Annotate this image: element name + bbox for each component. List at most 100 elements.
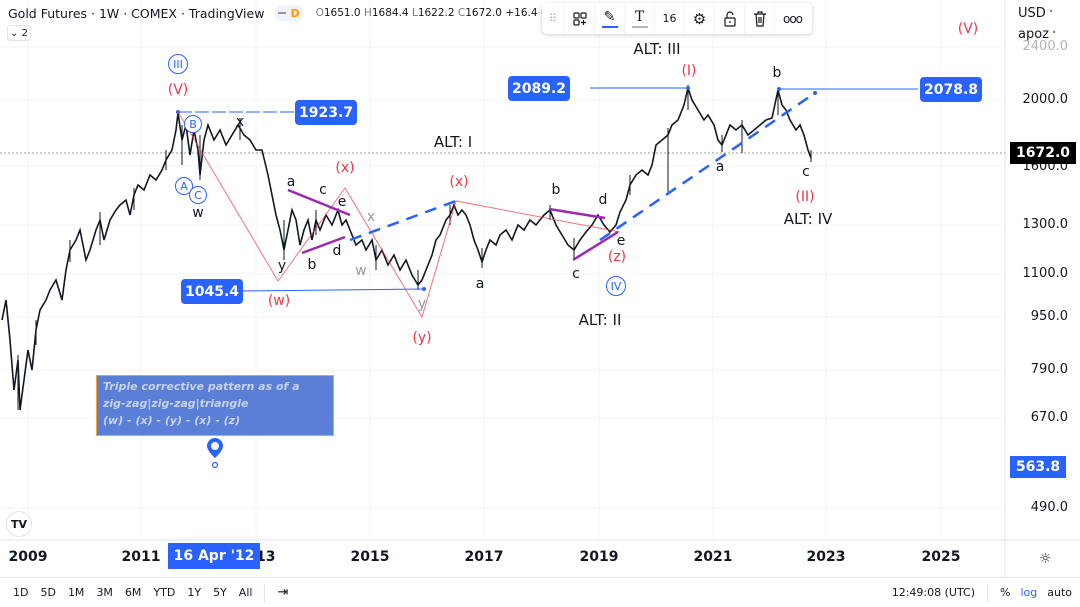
range-buttons: 1D 5D 1M 3M 6M YTD 1Y 5Y All — [7, 586, 258, 599]
text-color-button[interactable]: T — [624, 3, 654, 34]
go-to-date-icon[interactable]: ⇥ — [277, 585, 289, 600]
wave-label[interactable]: c — [572, 266, 580, 282]
time-tick: 2025 — [921, 549, 961, 565]
symbol-title[interactable]: Gold Futures · 1W · COMEX · TradingView — [8, 5, 265, 21]
pencil-icon: ✎ — [603, 8, 616, 25]
wave-label[interactable]: (x) — [449, 174, 469, 190]
chevron-down-icon: ⌄ — [10, 27, 19, 39]
callout-note[interactable]: Triple corrective pattern as of a zig-za… — [96, 375, 334, 436]
unit-selector[interactable]: apoz ˅ — [1018, 27, 1057, 42]
blue-dashed-channel — [599, 91, 816, 242]
wave-label[interactable]: x — [366, 209, 376, 225]
range-6m[interactable]: 6M — [124, 586, 142, 599]
wave-label[interactable]: a — [475, 276, 485, 292]
wave-label[interactable]: (x) — [335, 160, 355, 176]
template-icon[interactable] — [564, 3, 594, 34]
wave-label[interactable]: b — [551, 182, 561, 198]
gear-icon[interactable]: ⚙ — [684, 3, 714, 34]
wave-IV-circle[interactable]: IV — [606, 276, 626, 296]
last-price-tag: 1672.0 — [1010, 142, 1076, 164]
wave-C-circle[interactable]: C — [189, 186, 207, 204]
wave-label[interactable]: e — [616, 233, 626, 249]
wave-label[interactable]: (II) — [795, 189, 815, 205]
currency-selector[interactable]: USD ˅ — [1018, 6, 1054, 21]
wxyxz-zigzag — [177, 111, 621, 319]
price-tick: 1300.0 — [1022, 217, 1069, 232]
percent-toggle[interactable]: % — [1000, 586, 1011, 599]
alt-label[interactable]: ALT: IV — [783, 210, 833, 228]
wave-label[interactable]: e — [337, 194, 347, 210]
wave-label[interactable]: y — [417, 296, 427, 312]
candle-wicks — [17, 85, 812, 410]
level-anchors — [176, 86, 817, 291]
range-ytd[interactable]: YTD — [153, 586, 176, 599]
wave-label[interactable]: a — [286, 174, 296, 190]
wave-label[interactable]: y — [277, 258, 287, 274]
wave-label[interactable]: d — [332, 243, 342, 259]
wave-label[interactable]: w — [192, 205, 204, 221]
price-tick: 1100.0 — [1022, 266, 1069, 281]
wave-label[interactable]: (V) — [167, 82, 189, 98]
grid — [0, 0, 1005, 540]
unlock-icon[interactable] — [714, 3, 744, 34]
alt-label[interactable]: ALT: III — [633, 40, 681, 58]
time-tick: 2023 — [806, 549, 846, 565]
price-series — [1, 85, 812, 411]
time-tick: 2011 — [121, 549, 161, 565]
utc-clock[interactable]: 12:49:08 (UTC) — [891, 586, 975, 599]
price-tag-2089[interactable]: 2089.2 — [508, 76, 570, 101]
wave-A-circle[interactable]: A — [175, 177, 193, 195]
range-3m[interactable]: 3M — [96, 586, 113, 599]
range-1y[interactable]: 1Y — [187, 586, 202, 599]
wave-label[interactable]: d — [598, 192, 608, 208]
wave-label[interactable]: (z) — [607, 249, 627, 265]
range-5y[interactable]: 5Y — [213, 586, 227, 599]
session-badge[interactable]: D — [274, 5, 304, 21]
price-tag-1923[interactable]: 1923.7 — [295, 100, 357, 125]
wave-label[interactable]: b — [307, 257, 317, 273]
wave-label[interactable]: c — [319, 182, 327, 198]
time-tick: 2019 — [579, 549, 619, 565]
range-1m[interactable]: 1M — [67, 586, 85, 599]
trash-icon[interactable] — [744, 3, 774, 34]
wave-III-circle[interactable]: III — [168, 54, 188, 74]
delayed-badge: D — [290, 6, 300, 20]
collapse-indicators-button[interactable]: ⌄ 2 — [7, 25, 31, 41]
wave-label[interactable]: x — [235, 114, 245, 130]
line-color-button[interactable]: ✎ — [594, 3, 624, 34]
drag-handle-icon[interactable]: ⠿ — [548, 12, 558, 25]
price-tick: 950.0 — [1030, 309, 1068, 324]
drawing-toolbar: ⠿ ✎ T 16 ⚙ ooo — [542, 3, 812, 34]
price-tick: 670.0 — [1030, 410, 1068, 425]
time-tick: 2015 — [350, 549, 390, 565]
range-1d[interactable]: 1D — [13, 586, 29, 599]
range-5d[interactable]: 5D — [40, 586, 56, 599]
chart-canvas[interactable] — [0, 0, 1080, 577]
price-tag-1045[interactable]: 1045.4 — [181, 279, 243, 304]
axis-settings-icon[interactable]: ☼ — [1039, 551, 1052, 567]
wave-label[interactable]: c — [802, 164, 810, 180]
more-options-icon[interactable]: ooo — [774, 3, 810, 34]
time-tick: 2017 — [464, 549, 504, 565]
wave-label[interactable]: b — [772, 65, 782, 81]
log-toggle[interactable]: log — [1020, 586, 1038, 599]
font-size-button[interactable]: 16 — [654, 3, 684, 34]
wave-label[interactable]: a — [715, 159, 725, 175]
range-all[interactable]: All — [238, 586, 253, 599]
wave-label[interactable]: (y) — [412, 330, 432, 346]
tradingview-logo[interactable]: TV — [6, 511, 32, 537]
wave-label[interactable]: (w) — [267, 293, 291, 309]
alt-label[interactable]: ALT: I — [433, 133, 473, 151]
price-tag-2078[interactable]: 2078.8 — [920, 77, 982, 102]
auto-toggle[interactable]: auto — [1047, 586, 1072, 599]
price-tick: 490.0 — [1030, 500, 1068, 515]
wave-label[interactable]: w — [355, 263, 367, 279]
callout-pin-icon[interactable] — [203, 434, 227, 474]
wave-label[interactable]: (I) — [681, 63, 697, 79]
alt-label[interactable]: ALT: II — [578, 311, 622, 329]
crosshair-date-tag: 16 Apr '12 — [168, 543, 260, 569]
wave-label[interactable]: (V) — [957, 21, 979, 37]
price-tick: 790.0 — [1030, 362, 1068, 377]
text-icon: T — [634, 8, 645, 25]
wave-B-circle[interactable]: B — [184, 115, 202, 133]
